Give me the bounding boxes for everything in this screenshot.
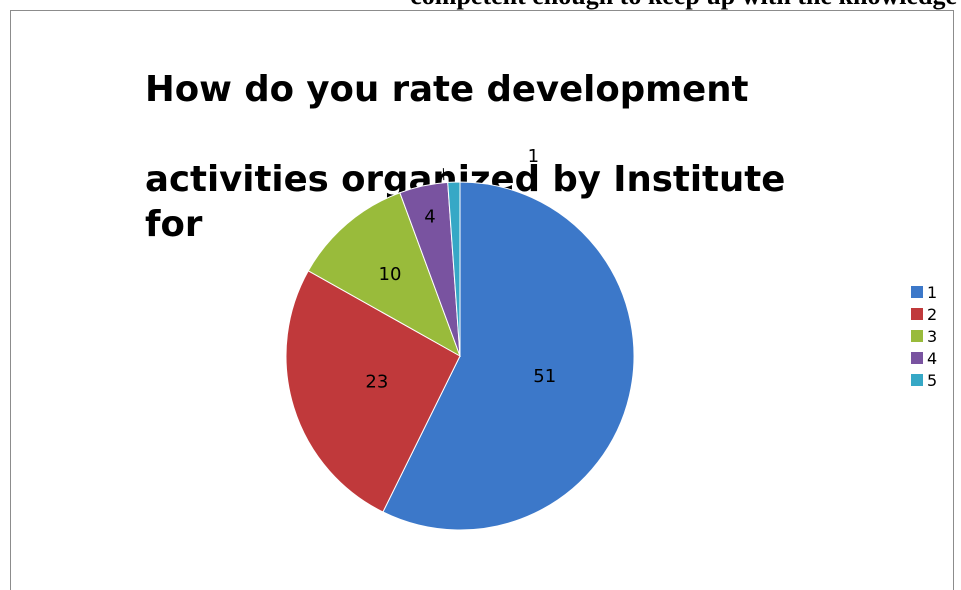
legend-item-1: 1: [911, 281, 937, 303]
legend-swatch-4: [911, 352, 923, 364]
data-label-5: 1: [528, 146, 539, 167]
legend-swatch-1: [911, 286, 923, 298]
legend-label-2: 2: [927, 305, 937, 324]
legend-swatch-3: [911, 330, 923, 342]
data-label-1: 51: [533, 366, 556, 387]
legend-label-3: 3: [927, 327, 937, 346]
data-label-2: 23: [365, 372, 388, 393]
legend-label-1: 1: [927, 283, 937, 302]
legend-item-4: 4: [911, 347, 937, 369]
legend-swatch-5: [911, 374, 923, 386]
chart-legend: 1 2 3 4 5: [911, 281, 937, 391]
legend-swatch-2: [911, 308, 923, 320]
data-label-3: 10: [379, 264, 402, 285]
legend-item-5: 5: [911, 369, 937, 391]
legend-label-5: 5: [927, 371, 937, 390]
legend-item-3: 3: [911, 325, 937, 347]
data-label-4: 4: [424, 207, 435, 228]
legend-label-4: 4: [927, 349, 937, 368]
legend-item-2: 2: [911, 303, 937, 325]
